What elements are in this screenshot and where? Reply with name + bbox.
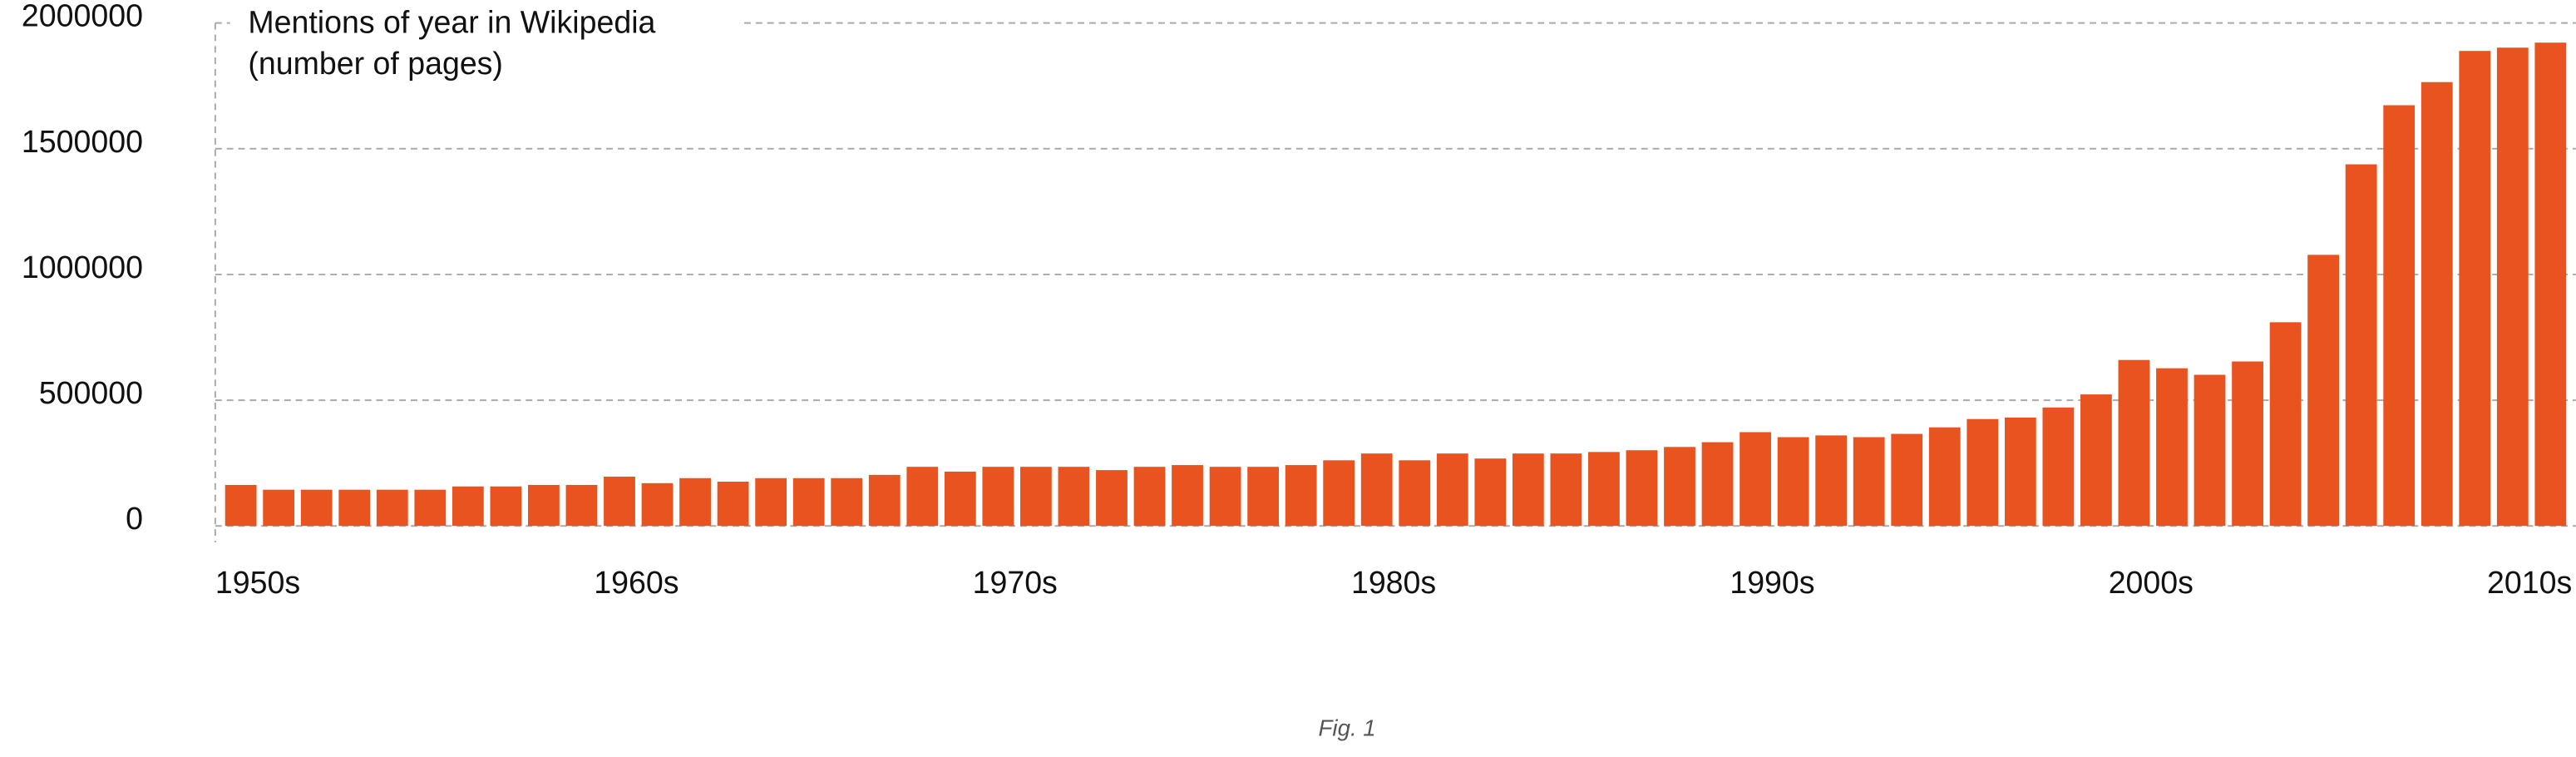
bar	[1740, 432, 1771, 527]
bar	[1588, 452, 1620, 527]
bar	[565, 484, 598, 527]
chart-title: Mentions of year in Wikipedia	[248, 5, 655, 40]
bar	[2194, 374, 2226, 527]
bar	[490, 486, 522, 527]
bar	[2307, 255, 2340, 527]
bar	[263, 489, 295, 527]
bar	[300, 489, 333, 527]
bar	[1928, 427, 1961, 527]
bar	[2232, 361, 2263, 527]
bar	[1247, 467, 1280, 527]
bar	[1474, 458, 1507, 527]
bar	[1058, 467, 1090, 527]
bar	[641, 482, 674, 527]
bar	[2269, 322, 2302, 527]
bar	[1853, 437, 1885, 527]
bar	[755, 477, 787, 527]
bar	[1323, 460, 1355, 527]
bar	[1891, 433, 1923, 527]
bar	[2004, 417, 2036, 527]
bar	[906, 467, 939, 527]
bar	[1019, 467, 1052, 527]
bar	[452, 486, 484, 527]
bar	[2080, 394, 2112, 527]
bar	[338, 489, 371, 527]
bar	[1209, 467, 1241, 527]
bar	[1436, 453, 1468, 527]
y-tick-label: 1000000	[22, 250, 143, 284]
bar	[1399, 460, 1431, 527]
plot	[225, 42, 2567, 527]
bar	[717, 482, 749, 527]
bar	[868, 474, 901, 527]
y-tick-label: 1500000	[22, 124, 143, 159]
bar	[1550, 453, 1582, 527]
bar	[679, 477, 711, 527]
bar	[1360, 453, 1393, 527]
y-tick-label: 500000	[39, 375, 143, 410]
bar	[414, 489, 447, 527]
bar	[1285, 465, 1317, 527]
caption: Fig. 1	[1319, 715, 1376, 741]
bar	[376, 489, 408, 527]
bar	[944, 471, 976, 527]
bar	[1626, 450, 1658, 527]
title-backdrop	[229, 0, 740, 92]
bar	[1512, 453, 1544, 527]
bar	[982, 467, 1014, 527]
bar	[1664, 447, 1695, 527]
bar	[1777, 437, 1809, 527]
x-tick-label: 2000s	[2109, 565, 2194, 600]
x-tick-label: 1990s	[1730, 565, 1814, 600]
bar	[2118, 359, 2150, 527]
bar	[2042, 407, 2075, 527]
bar	[2345, 164, 2377, 527]
bar	[1133, 467, 1166, 527]
x-tick-label: 2010s	[2487, 565, 2572, 600]
bar	[2534, 42, 2567, 527]
bar	[1967, 418, 1999, 527]
bar	[2459, 51, 2491, 527]
bar	[2496, 47, 2529, 527]
bar	[792, 477, 825, 527]
x-tick-label: 1980s	[1351, 565, 1436, 600]
bar	[1815, 435, 1848, 527]
bar	[2421, 82, 2453, 527]
bar	[831, 477, 863, 527]
bar	[2156, 368, 2188, 527]
bar	[604, 476, 635, 527]
y-tick-label: 2000000	[22, 0, 143, 33]
bar	[225, 484, 257, 527]
bar	[1096, 470, 1128, 527]
x-tick-label: 1970s	[973, 565, 1058, 600]
bar	[1701, 442, 1734, 527]
x-tick-label: 1960s	[594, 565, 679, 600]
bar	[1172, 465, 1203, 527]
bar	[2383, 105, 2416, 527]
bar	[528, 484, 560, 527]
y-tick-label: 0	[126, 501, 143, 536]
x-tick-label: 1950s	[215, 565, 300, 600]
chart-subtitle: (number of pages)	[248, 46, 503, 81]
